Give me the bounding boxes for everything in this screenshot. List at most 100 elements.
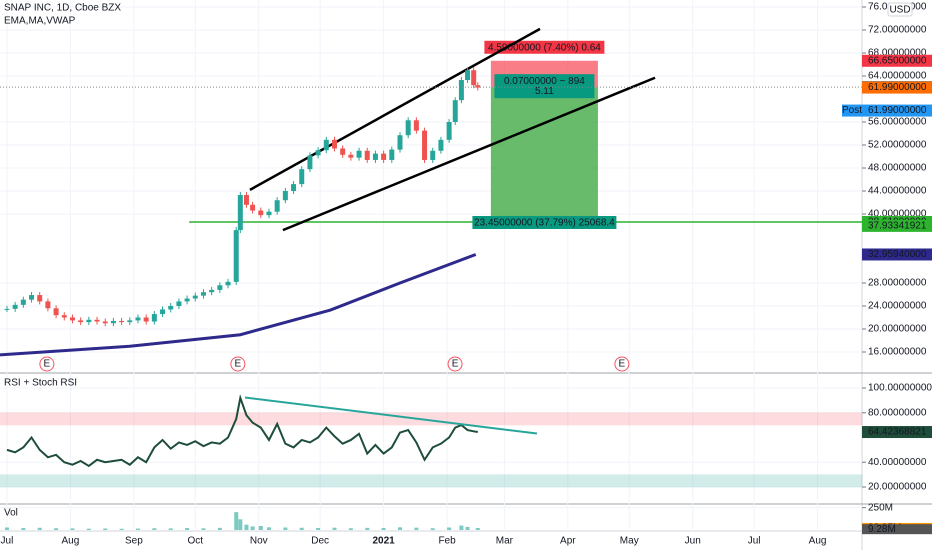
candle <box>233 230 239 282</box>
candle <box>446 122 452 140</box>
volume-bar <box>54 528 59 530</box>
x-tick-label: Jul <box>1 536 14 547</box>
trend-line <box>282 76 656 232</box>
volume-bar <box>258 525 263 530</box>
earnings-label: E <box>44 359 51 370</box>
candle <box>348 154 354 158</box>
price-label: 32.95940000 <box>868 249 927 260</box>
volume-bar <box>465 526 470 530</box>
currency-box[interactable] <box>887 2 913 17</box>
volume-bar <box>381 528 386 530</box>
candle <box>381 153 387 160</box>
candle <box>176 301 182 306</box>
candle <box>53 308 59 316</box>
x-tick-label: Sep <box>125 536 143 547</box>
volume-bar <box>238 519 243 530</box>
entry-label: 0.07000000 ~ 894 <box>504 76 585 87</box>
candle <box>356 150 362 158</box>
target-label-box <box>472 215 617 229</box>
candle <box>237 195 243 231</box>
price-label-box <box>862 248 932 261</box>
candle <box>452 100 458 123</box>
x-tick-label: Jun <box>685 536 701 547</box>
candle <box>397 135 403 150</box>
y-tick-label: 28.00000000 <box>868 278 927 289</box>
stop-label: 4.59000000 (7.40%) 0.64 <box>488 42 601 53</box>
candle <box>413 120 419 131</box>
candle <box>274 200 280 212</box>
volume-bar <box>201 528 206 530</box>
candle <box>225 281 231 286</box>
volume-bar <box>332 527 337 530</box>
rsi-band <box>0 412 863 426</box>
candle <box>127 320 133 323</box>
vol-title: Vol <box>4 508 18 519</box>
y-tick-label: 48.00000000 <box>868 163 927 174</box>
x-tick-label: Mar <box>496 536 514 547</box>
candle <box>340 148 346 155</box>
entry-label-box <box>494 74 595 99</box>
x-tick-label: Jul <box>748 536 761 547</box>
y-tick-label: 68.00000000 <box>868 48 927 59</box>
candle <box>168 305 174 310</box>
candle <box>119 320 125 323</box>
candle <box>430 150 436 160</box>
candle <box>282 191 288 201</box>
x-tick-label: May <box>620 536 639 547</box>
candle <box>209 289 215 293</box>
volume-bar <box>70 528 75 530</box>
volume-bar <box>21 528 26 530</box>
volume-bar <box>103 528 108 530</box>
candle <box>94 319 100 322</box>
candle <box>200 292 206 296</box>
y-tick-label: 100.00000000 <box>868 383 932 394</box>
candle <box>258 210 264 216</box>
candle <box>12 304 18 309</box>
x-tick-label: Nov <box>250 536 268 547</box>
trend-line <box>249 27 541 191</box>
post-label: 61.99000000 <box>868 105 927 116</box>
symbol: SNAP INC, 1D, Cboe BZX <box>4 3 121 14</box>
candle <box>405 120 411 136</box>
x-tick-label: Apr <box>560 536 576 547</box>
volume-bar <box>217 527 222 530</box>
currency[interactable]: USD <box>889 5 910 16</box>
volume-bar <box>299 527 304 530</box>
y-tick-label: 24.00000000 <box>868 301 927 312</box>
x-tick-label: Dec <box>311 536 329 547</box>
earnings-marker <box>447 356 463 372</box>
earnings-label: E <box>619 359 626 370</box>
volume-bar <box>37 527 42 530</box>
candle <box>331 139 337 149</box>
earnings-marker <box>39 356 55 372</box>
candle <box>86 319 92 323</box>
y-tick-label: 40.00000000 <box>868 209 927 220</box>
volume-bar <box>234 512 239 530</box>
volume-bar <box>316 528 321 530</box>
volume-bar <box>250 526 255 530</box>
volume-bar <box>430 528 435 530</box>
y-tick-label: 52.00000000 <box>868 140 927 151</box>
y-tick-label: 44.00000000 <box>868 186 927 197</box>
earnings-marker <box>230 356 246 372</box>
x-tick-label: Feb <box>438 536 456 547</box>
moving-average <box>0 253 477 357</box>
volume-bar <box>475 527 480 530</box>
y-tick-label: 250M <box>868 502 893 513</box>
candle <box>372 153 378 160</box>
candle <box>110 320 116 324</box>
candle <box>250 204 256 211</box>
volume-bar <box>4 527 9 530</box>
price-label-box <box>862 219 932 232</box>
volume-bar <box>86 528 91 530</box>
price-label-box <box>862 81 932 94</box>
volume-label: 9.28M <box>868 524 896 535</box>
x-tick-label: Aug <box>62 536 80 547</box>
candle <box>135 317 141 321</box>
candle <box>184 298 190 302</box>
y-tick-label: 56.00000000 <box>868 117 927 128</box>
volume-bar <box>348 528 353 530</box>
x-tick-label: Aug <box>809 536 827 547</box>
y-tick-label: 80.00000000 <box>868 407 927 418</box>
